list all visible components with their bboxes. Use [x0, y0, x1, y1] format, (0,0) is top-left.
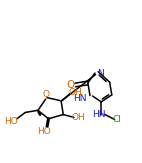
Text: N: N — [97, 69, 104, 78]
Text: HO: HO — [4, 117, 18, 126]
Text: OH: OH — [72, 113, 86, 122]
Text: HN: HN — [73, 94, 87, 103]
Text: HN: HN — [92, 110, 106, 119]
Text: HO: HO — [37, 127, 51, 136]
Text: O: O — [66, 80, 75, 90]
Text: Cl: Cl — [113, 115, 122, 124]
Text: OH: OH — [68, 88, 82, 96]
Text: O: O — [42, 90, 49, 99]
